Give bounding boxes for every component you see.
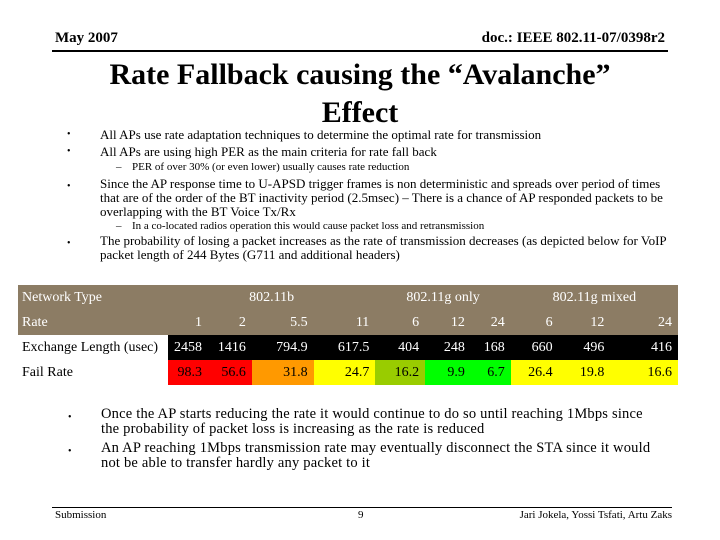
fail-rate-cell: 9.9 [425,360,471,385]
bullet-dot: • [67,146,71,157]
rate-cell: 6 [375,310,426,335]
exchange-cell: 794.9 [251,335,314,360]
bullet-dot: • [68,412,72,423]
table-row: Network Type 802.11b 802.11g only 802.11… [18,285,678,310]
slide-title: Rate Fallback causing the “Avalanche” Ef… [109,58,611,129]
fail-rate-label: Fail Rate [18,360,168,385]
sub-bullet-item: – PER of over 30% (or even lower) usuall… [116,161,692,173]
fail-rate-cell: 31.8 [251,360,314,385]
fail-rate-cell: 26.4 [510,360,559,385]
sub-bullet-dash: – [116,220,122,232]
bullet-dot: • [68,446,72,457]
bullet-item: • An AP reaching 1Mbps transmission rate… [68,440,661,471]
bullet-text: An AP reaching 1Mbps transmission rate m… [101,440,651,471]
exchange-cell: 2458 [167,335,208,360]
network-type-label: Network Type [18,285,168,310]
bullet-text: All APs are using high PER as the main c… [100,144,437,159]
rate-cell: 5.5 [251,310,314,335]
exchange-cell: 660 [510,335,559,360]
exchange-cell: 404 [375,335,426,360]
fail-rate-cell: 19.8 [558,360,611,385]
bullet-item: • The probability of losing a packet inc… [67,233,670,262]
header-date: May 2007 [55,30,118,46]
table-row: Rate 1 2 5.5 11 6 12 24 6 12 24 [18,310,678,335]
bullet-text: The probability of losing a packet incre… [100,233,667,262]
bullet-text: All APs use rate adaptation techniques t… [100,127,542,142]
exchange-cell: 168 [470,335,511,360]
rate-fallback-table: Network Type 802.11b 802.11g only 802.11… [18,285,678,385]
footer-label: Submission [55,509,107,521]
rate-cell: 11 [313,310,376,335]
rate-cell: 24 [610,310,678,335]
rate-cell: 12 [425,310,471,335]
header-rule [52,50,668,52]
fail-rate-cell: 98.3 [167,360,208,385]
network-header-80211g-only: 802.11g only [375,285,511,310]
sub-bullet-text: In a co-located radios operation this wo… [132,220,485,232]
rate-label: Rate [18,310,168,335]
fail-rate-cell: 56.6 [207,360,252,385]
exchange-cell: 1416 [207,335,252,360]
exchange-cell: 496 [558,335,611,360]
network-header-80211b: 802.11b [167,285,376,310]
header-doc-id: doc.: IEEE 802.11-07/0398r2 [481,30,665,46]
page-number: 9 [358,509,364,521]
sub-bullet-dash: – [116,161,122,173]
bullet-text: Since the AP response time to U-APSD tri… [100,176,663,219]
bullet-dot: • [67,238,71,249]
table-row: Fail Rate 98.3 56.6 31.8 24.7 16.2 9.9 6… [18,360,678,385]
fail-rate-cell: 24.7 [313,360,376,385]
fail-rate-cell: 6.7 [470,360,511,385]
exchange-cell: 617.5 [313,335,376,360]
bullet-item: • Since the AP response time to U-APSD t… [67,176,670,219]
bullet-dot: • [67,181,71,192]
footer-authors: Jari Jokela, Yossi Tsfati, Artu Zaks [519,509,672,521]
rate-cell: 2 [207,310,252,335]
bullet-item: • All APs are using high PER as the main… [67,144,690,159]
exchange-cell: 248 [425,335,471,360]
fail-rate-cell: 16.6 [610,360,678,385]
sub-bullet-item: – In a co-located radios operation this … [116,220,692,232]
rate-cell: 6 [510,310,559,335]
rate-cell: 24 [470,310,511,335]
rate-cell: 12 [558,310,611,335]
bullet-item: • Once the AP starts reducing the rate i… [68,406,661,437]
bullet-dot: • [67,129,71,140]
rate-cell: 1 [167,310,208,335]
footer-rule [52,507,672,508]
bullet-item: • All APs use rate adaptation techniques… [67,127,690,142]
fail-rate-cell: 16.2 [375,360,426,385]
table-row: Exchange Length (usec) 2458 1416 794.9 6… [18,335,678,360]
exchange-cell: 416 [610,335,678,360]
exchange-length-label: Exchange Length (usec) [18,335,168,360]
network-header-80211g-mixed: 802.11g mixed [510,285,678,310]
sub-bullet-text: PER of over 30% (or even lower) usually … [132,161,410,173]
bullet-text: Once the AP starts reducing the rate it … [101,406,643,437]
